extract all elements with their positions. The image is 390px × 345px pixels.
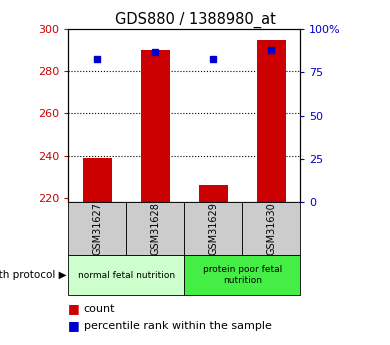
- Bar: [257, 40, 286, 202]
- Bar: [141, 50, 170, 202]
- Text: GSM31628: GSM31628: [150, 202, 160, 255]
- Bar: [199, 185, 228, 202]
- Text: GSM31629: GSM31629: [208, 202, 218, 255]
- Text: growth protocol ▶: growth protocol ▶: [0, 270, 66, 280]
- Text: percentile rank within the sample: percentile rank within the sample: [84, 321, 272, 331]
- Text: protein poor fetal
nutrition: protein poor fetal nutrition: [203, 265, 282, 285]
- Text: GSM31627: GSM31627: [92, 202, 102, 255]
- Text: count: count: [84, 304, 115, 314]
- Text: GSM31630: GSM31630: [266, 202, 276, 255]
- Text: GDS880 / 1388980_at: GDS880 / 1388980_at: [115, 12, 275, 28]
- Text: ■: ■: [68, 302, 80, 315]
- Bar: [83, 158, 112, 202]
- Text: ■: ■: [68, 319, 80, 333]
- Text: normal fetal nutrition: normal fetal nutrition: [78, 270, 175, 280]
